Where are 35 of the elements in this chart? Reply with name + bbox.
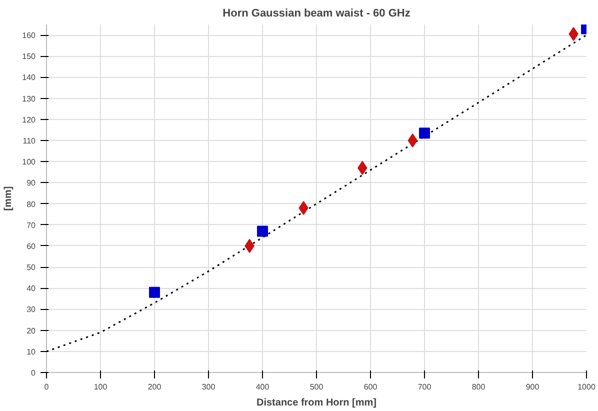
y-tick-label: 80 bbox=[26, 200, 36, 209]
y-tick-label: 30 bbox=[26, 305, 36, 314]
x-axis-title: Distance from Horn [mm] bbox=[256, 398, 377, 408]
y-tick-label: 20 bbox=[26, 326, 36, 336]
y-tick-label: 90 bbox=[26, 178, 36, 188]
y-tick-label: 0 bbox=[31, 368, 36, 378]
y-tick-label: 100 bbox=[22, 158, 36, 167]
x-tick-label: 700 bbox=[418, 382, 432, 392]
y-tick-label: 10 bbox=[26, 347, 36, 356]
y-axis-title: [mm] bbox=[3, 186, 14, 211]
x-tick-label: 1000 bbox=[578, 382, 596, 392]
y-tick-label: 110 bbox=[22, 136, 36, 146]
x-tick-label: 0 bbox=[44, 382, 50, 392]
y-tick-label: 50 bbox=[26, 263, 36, 272]
x-tick-label: 500 bbox=[310, 382, 324, 392]
y-tick-label: 150 bbox=[22, 52, 36, 62]
x-tick-label: 200 bbox=[148, 382, 162, 392]
y-tick-label: 140 bbox=[22, 73, 36, 82]
x-tick-label: 900 bbox=[526, 382, 540, 392]
chart-title: Horn Gaussian beam waist - 60 GHz bbox=[222, 8, 411, 20]
x-tick-label: 100 bbox=[94, 382, 108, 392]
y-tick-label: 70 bbox=[26, 220, 36, 230]
point bbox=[419, 128, 430, 139]
y-tick-label: 120 bbox=[22, 115, 36, 124]
point bbox=[149, 286, 160, 298]
x-tick-label: 300 bbox=[202, 382, 216, 392]
y-tick-label: 160 bbox=[22, 31, 36, 40]
point bbox=[408, 134, 418, 148]
y-tick-label: 130 bbox=[22, 94, 36, 104]
y-tick-label: 40 bbox=[26, 284, 36, 294]
x-tick-label: 800 bbox=[472, 382, 486, 392]
y-tick-label: 60 bbox=[26, 242, 36, 251]
x-tick-label: 400 bbox=[256, 382, 270, 392]
point bbox=[257, 226, 268, 237]
x-tick-label: 600 bbox=[364, 382, 378, 392]
